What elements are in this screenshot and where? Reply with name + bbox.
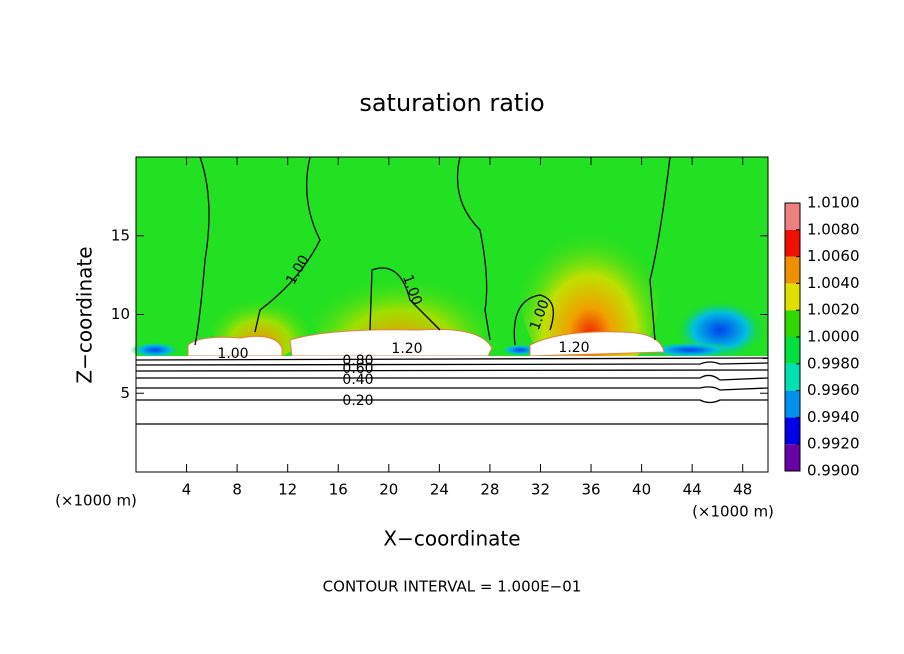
x-tick-label: 28	[480, 481, 499, 499]
x-tick-label: 20	[379, 481, 398, 499]
colorbar-tick-label: 1.0100	[807, 194, 860, 212]
x-tick-label: 32	[531, 481, 550, 499]
x-tick-label: 4	[182, 481, 192, 499]
colorbar-tick-label: 1.0040	[807, 274, 860, 292]
x-tick-label: 40	[632, 481, 651, 499]
colorbar-band	[785, 363, 800, 391]
x-tick-label: 16	[329, 481, 348, 499]
x-unit: (×1000 m)	[692, 503, 774, 521]
y-axis-label: Z−coordinate	[73, 246, 97, 383]
contour-label: 1.20	[391, 341, 422, 357]
x-tick-label: 48	[733, 481, 752, 499]
colorbar-band	[785, 203, 800, 230]
x-tick-label: 44	[683, 481, 702, 499]
colorbar-band	[785, 310, 800, 337]
colorbar-tick-label: 0.9960	[807, 381, 860, 399]
colorbar-tick-label: 0.9900	[807, 462, 860, 480]
colorbar-tick-label: 1.0060	[807, 247, 860, 265]
colorbar-band	[785, 283, 800, 311]
contour-label: 1.20	[558, 340, 589, 356]
field	[130, 157, 768, 472]
contour-label: 1.00	[217, 346, 248, 362]
colorbar-band	[785, 417, 800, 445]
colorbar-tick-label: 0.9940	[807, 408, 860, 426]
colorbar-tick-label: 0.9980	[807, 354, 860, 372]
x-tick-label: 8	[232, 481, 242, 499]
y-unit: (×1000 m)	[55, 492, 137, 510]
x-tick-label: 24	[430, 481, 449, 499]
x-axis-label: X−coordinate	[383, 527, 520, 551]
colorbar-tick-label: 1.0020	[807, 301, 860, 319]
y-tick-label: 15	[111, 226, 130, 244]
colorbar-band	[785, 337, 800, 364]
colorbar-tick-label: 0.9920	[807, 435, 860, 453]
colorbar-tick-label: 1.0000	[807, 328, 860, 346]
y-tick-label: 5	[120, 384, 130, 402]
contour-label: 0.80	[342, 353, 373, 369]
x-tick-label: 12	[278, 481, 297, 499]
contour-label: 0.40	[342, 372, 373, 388]
chart-title: saturation ratio	[359, 89, 544, 117]
contour-label: 0.60	[342, 361, 373, 377]
contours	[135, 156, 769, 425]
colorbar-tick-label: 1.0080	[807, 220, 860, 238]
contour-label: 0.20	[342, 393, 373, 409]
x-tick-label: 36	[581, 481, 600, 499]
y-tick-label: 10	[111, 305, 130, 323]
colorbar-band	[785, 444, 800, 471]
colorbar-band	[785, 229, 800, 257]
colorbar-band	[785, 256, 800, 284]
footer: CONTOUR INTERVAL = 1.000E−01	[323, 578, 582, 596]
colorbar-band	[785, 390, 800, 418]
